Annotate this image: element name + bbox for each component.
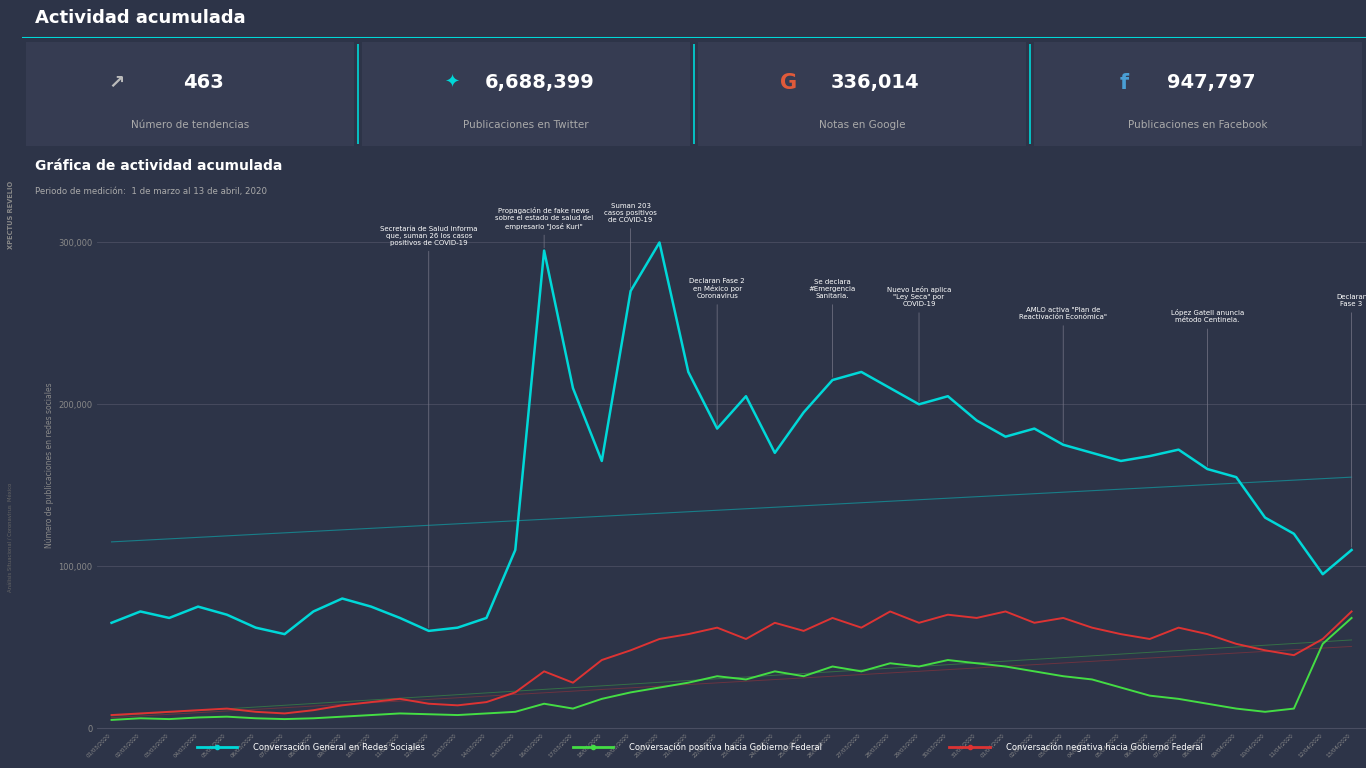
Text: XPECTUS REVELIO: XPECTUS REVELIO: [8, 181, 14, 249]
Text: Gráfica de actividad acumulada: Gráfica de actividad acumulada: [36, 160, 283, 174]
Text: Publicaciones en Facebook: Publicaciones en Facebook: [1128, 121, 1268, 131]
FancyBboxPatch shape: [698, 42, 1026, 145]
Text: Conversación General en Redes Sociales: Conversación General en Redes Sociales: [253, 743, 425, 752]
Text: Declaran
Fase 3: Declaran Fase 3: [1336, 294, 1366, 547]
Text: Actividad acumulada: Actividad acumulada: [36, 9, 246, 27]
Text: Periodo de medición:  1 de marzo al 13 de abril, 2020: Periodo de medición: 1 de marzo al 13 de…: [36, 187, 268, 197]
Text: Propagación de fake news
sobre el estado de salud del
empresario "José Kuri": Propagación de fake news sobre el estado…: [494, 207, 593, 248]
Y-axis label: Número de publicaciones en redes sociales: Número de publicaciones en redes sociale…: [45, 382, 53, 548]
Text: 6,688,399: 6,688,399: [485, 73, 594, 92]
Text: 463: 463: [183, 73, 224, 92]
FancyBboxPatch shape: [26, 42, 354, 145]
Text: Número de tendencias: Número de tendencias: [131, 121, 249, 131]
Text: Nuevo León aplica
"Ley Seca" por
COVID-19: Nuevo León aplica "Ley Seca" por COVID-1…: [887, 286, 951, 402]
Text: Se declara
#Emergencia
Sanitaria.: Se declara #Emergencia Sanitaria.: [809, 279, 856, 377]
Text: Notas en Google: Notas en Google: [818, 121, 906, 131]
Text: Publicaciones en Twitter: Publicaciones en Twitter: [463, 121, 589, 131]
Text: 336,014: 336,014: [831, 73, 919, 92]
Text: Análisis Situacional / Coronavirus  México: Análisis Situacional / Coronavirus Méxic…: [8, 483, 14, 592]
Text: López Gatell anuncia
método Centinela.: López Gatell anuncia método Centinela.: [1171, 310, 1244, 466]
Text: f: f: [1120, 73, 1128, 93]
Text: ↗: ↗: [108, 73, 124, 92]
Text: Declaran Fase 2
en México por
Coronavirus: Declaran Fase 2 en México por Coronaviru…: [690, 278, 744, 425]
Text: G: G: [780, 73, 796, 93]
Text: 947,797: 947,797: [1167, 73, 1255, 92]
Text: Conversación negativa hacia Gobierno Federal: Conversación negativa hacia Gobierno Fed…: [1005, 743, 1202, 752]
FancyBboxPatch shape: [1034, 42, 1362, 145]
Text: Suman 203
casos positivos
de COVID-19: Suman 203 casos positivos de COVID-19: [604, 203, 657, 288]
Text: Secretaría de Salud informa
que, suman 26 los casos
positivos de COVID-19: Secretaría de Salud informa que, suman 2…: [380, 226, 478, 628]
Text: Conversación positiva hacia Gobierno Federal: Conversación positiva hacia Gobierno Fed…: [630, 743, 822, 752]
Text: ✦: ✦: [444, 74, 459, 92]
Text: AMLO activa "Plan de
Reactivación Económica": AMLO activa "Plan de Reactivación Económ…: [1019, 307, 1108, 442]
FancyBboxPatch shape: [362, 42, 690, 145]
